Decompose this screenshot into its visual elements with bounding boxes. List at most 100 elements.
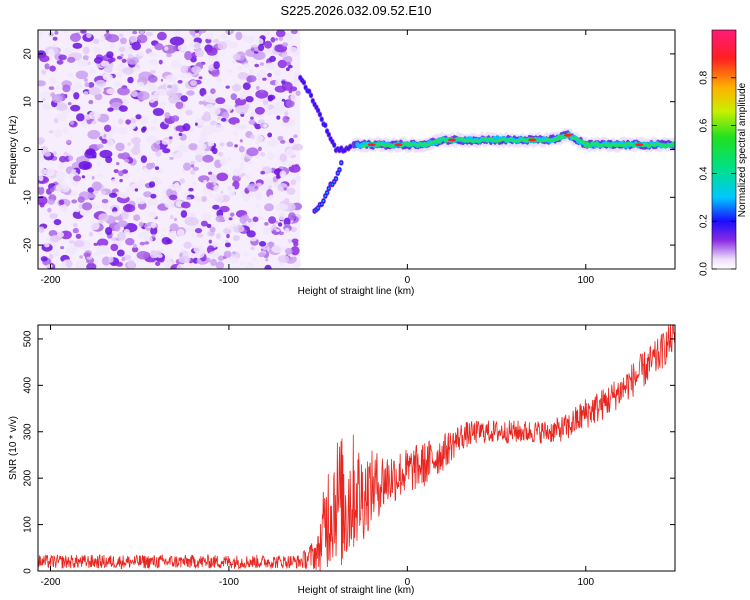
- noise-blob: [55, 183, 70, 193]
- noise-blob: [245, 174, 252, 179]
- noise-blob: [71, 169, 77, 173]
- noise-blob: [281, 53, 288, 58]
- noise-blob: [89, 68, 96, 75]
- noise-blob: [38, 154, 46, 162]
- noise-blob: [275, 203, 289, 212]
- noise-blob: [223, 250, 232, 258]
- noise-blob: [62, 84, 71, 93]
- noise-blob: [145, 135, 158, 144]
- noise-blob: [277, 135, 284, 141]
- noise-blob: [166, 53, 173, 58]
- y-tick-label: 300: [23, 423, 34, 440]
- noise-blob: [295, 175, 301, 182]
- noise-blob: [164, 112, 171, 119]
- noise-blob: [258, 241, 267, 247]
- noise-blob: [148, 211, 157, 219]
- noise-blob: [83, 78, 88, 82]
- noise-blob: [49, 65, 56, 72]
- noise-blob: [240, 161, 246, 167]
- colorbar-label: Normalized spectral amplitude: [737, 82, 748, 217]
- signal-mark: [336, 172, 339, 175]
- noise-blob: [284, 32, 293, 42]
- noise-blob: [278, 212, 286, 221]
- noise-blob: [194, 49, 205, 58]
- snr-series-line: [38, 325, 675, 571]
- noise-blob: [84, 82, 90, 88]
- noise-blob: [229, 41, 238, 49]
- noise-blob: [269, 55, 276, 63]
- noise-blob: [121, 256, 126, 262]
- noise-blob: [138, 222, 144, 227]
- noise-blob: [73, 240, 85, 248]
- signal-mark: [338, 168, 341, 171]
- noise-blob: [82, 46, 90, 55]
- noise-blob: [255, 135, 264, 143]
- noise-blob: [256, 86, 260, 90]
- noise-blob: [63, 151, 68, 156]
- signal-mark: [671, 141, 675, 146]
- noise-blob: [264, 203, 274, 212]
- signal-mark: [327, 132, 331, 137]
- noise-blob: [119, 37, 127, 45]
- noise-blob: [243, 35, 256, 44]
- noise-blob: [62, 30, 70, 34]
- noise-blob: [264, 30, 271, 37]
- noise-blob: [87, 187, 95, 193]
- signal-mark: [302, 80, 306, 85]
- noise-blob: [264, 182, 269, 188]
- noise-blob: [107, 107, 114, 112]
- noise-blob: [132, 30, 138, 35]
- noise-blob: [153, 91, 160, 98]
- noise-blob: [150, 69, 156, 74]
- signal-mark: [502, 137, 506, 141]
- colorbar-tick-label: 0.0: [699, 262, 710, 276]
- noise-blob: [199, 87, 207, 97]
- noise-blob: [250, 116, 254, 120]
- noise-blob: [93, 38, 100, 45]
- noise-blob: [262, 99, 269, 106]
- noise-blob: [234, 97, 247, 106]
- noise-blob: [258, 119, 265, 124]
- noise-blob: [231, 60, 236, 65]
- noise-blob: [84, 149, 97, 159]
- noise-blob: [154, 250, 162, 256]
- noise-blob: [106, 51, 114, 59]
- noise-blob: [119, 33, 124, 38]
- noise-blob: [77, 59, 89, 67]
- noise-blob: [247, 183, 259, 192]
- noise-blob: [268, 216, 277, 224]
- noise-blob: [167, 84, 173, 89]
- noise-blob: [255, 204, 260, 209]
- noise-blob: [274, 70, 282, 77]
- noise-blob: [252, 216, 259, 223]
- noise-blob: [180, 95, 188, 102]
- noise-blob: [83, 91, 89, 95]
- noise-blob: [106, 30, 110, 34]
- noise-blob: [151, 233, 156, 238]
- noise-blob: [59, 155, 67, 163]
- noise-blob: [286, 148, 294, 157]
- noise-blob: [291, 238, 299, 244]
- noise-blob: [155, 140, 161, 145]
- noise-blob: [176, 263, 185, 269]
- signal-peak: [563, 133, 572, 137]
- noise-blob: [288, 46, 298, 54]
- noise-blob: [194, 228, 203, 234]
- noise-blob: [135, 114, 142, 120]
- noise-blob: [168, 96, 174, 102]
- noise-blob: [89, 221, 100, 231]
- noise-blob: [188, 143, 198, 151]
- noise-blob: [150, 193, 157, 199]
- y-tick-label: -20: [23, 237, 34, 252]
- noise-blob: [219, 157, 228, 166]
- noise-blob: [82, 124, 87, 128]
- noise-blob: [170, 214, 174, 220]
- noise-blob: [249, 71, 255, 76]
- noise-blob: [115, 261, 123, 267]
- noise-blob: [254, 63, 260, 68]
- noise-blob: [137, 34, 148, 44]
- noise-blob: [259, 62, 265, 66]
- noise-blob: [178, 255, 191, 264]
- noise-blob: [145, 162, 154, 170]
- noise-blob: [122, 102, 127, 106]
